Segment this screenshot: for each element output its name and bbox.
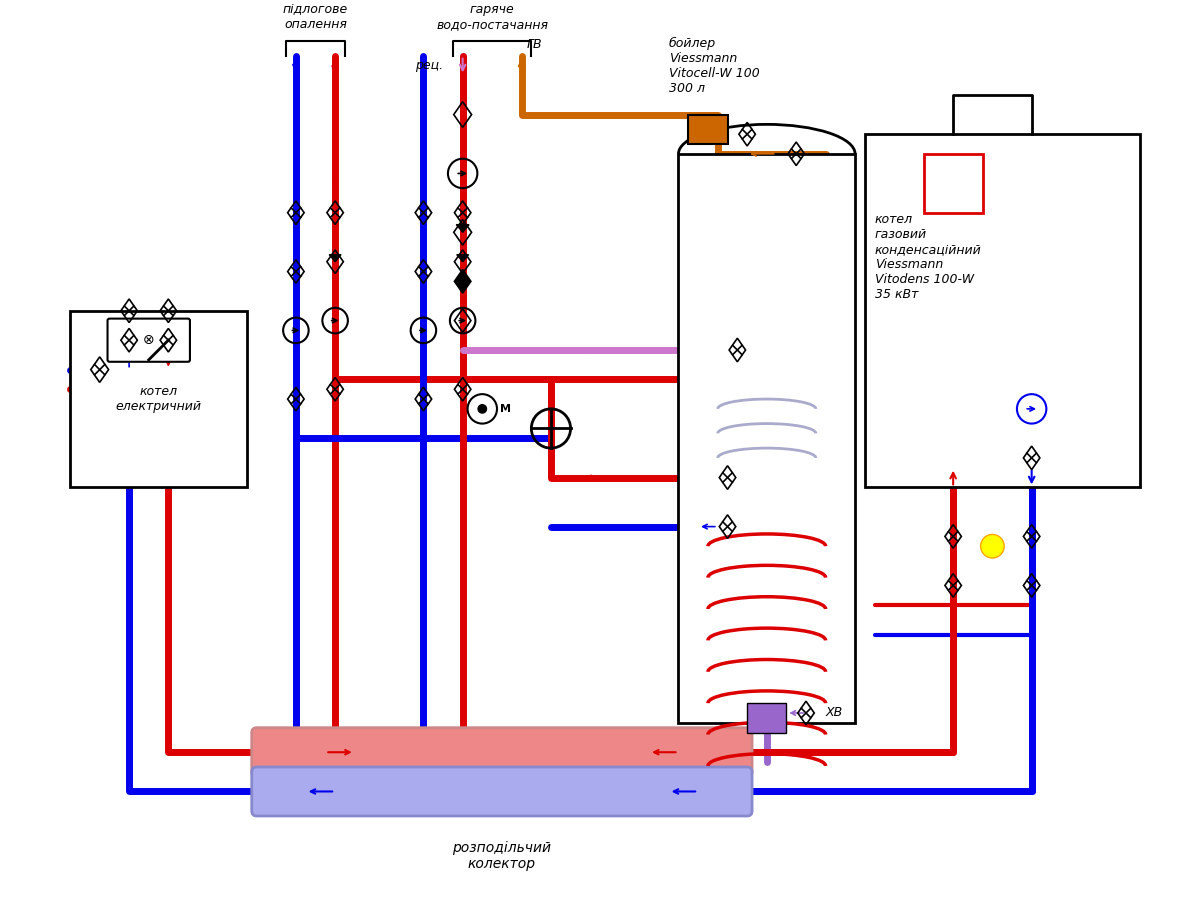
Text: гаряче
водо-постачання: гаряче водо-постачання xyxy=(436,3,548,31)
Bar xyxy=(678,153,856,723)
Circle shape xyxy=(980,535,1004,558)
FancyBboxPatch shape xyxy=(108,319,190,362)
Circle shape xyxy=(478,404,487,414)
Text: ГВ: ГВ xyxy=(527,38,542,51)
Bar xyxy=(924,153,983,212)
FancyBboxPatch shape xyxy=(252,728,752,777)
Bar xyxy=(865,134,1140,487)
Bar xyxy=(71,311,247,487)
Polygon shape xyxy=(457,255,468,262)
Bar xyxy=(689,115,727,144)
Text: котел
електричний: котел електричний xyxy=(115,385,202,413)
Text: підлогове
опалення: підлогове опалення xyxy=(283,3,348,31)
Text: ⊗: ⊗ xyxy=(143,334,155,347)
Text: розподільчий
колектор: розподільчий колектор xyxy=(452,841,551,870)
Polygon shape xyxy=(455,269,470,293)
Text: бойлер
Viessmann
Vitocell-W 100
300 л: бойлер Viessmann Vitocell-W 100 300 л xyxy=(668,37,760,95)
Text: рец.: рец. xyxy=(415,59,443,72)
Text: ХВ: ХВ xyxy=(826,707,842,720)
Bar xyxy=(748,703,786,732)
FancyBboxPatch shape xyxy=(252,767,752,816)
Polygon shape xyxy=(329,255,341,262)
Text: M: M xyxy=(500,403,511,414)
Polygon shape xyxy=(456,224,469,233)
Text: котел
газовий
конденсаційний
Viessmann
Vitodens 100-W
35 кВт: котел газовий конденсаційний Viessmann V… xyxy=(875,212,982,301)
